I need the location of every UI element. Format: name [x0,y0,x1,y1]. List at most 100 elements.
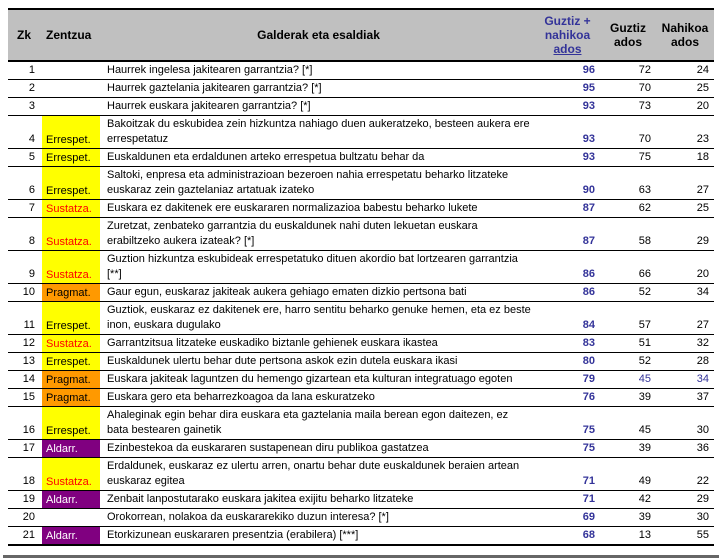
table-row: 6 Errespet. Saltoki, enpresa eta adminis… [8,166,714,200]
value-fairly-agree: 34 [656,283,714,302]
header-accent-underline: ados [553,42,582,56]
question-text: Guztiok, euskaraz ez dakitenek ere, harr… [102,301,535,335]
value-fairly-agree: 30 [656,406,714,440]
row-number: 7 [8,199,40,218]
col-header-zentzua: Zentzua [40,8,102,62]
row-number: 1 [8,61,40,80]
question-text: Saltoki, enpresa eta administrazioan bez… [102,166,535,200]
category-cell-pragmat: Pragmat. [40,388,102,407]
row-number: 3 [8,97,40,116]
table-row: 4 Errespet. Bakoitzak du eskubidea zein … [8,115,714,149]
value-fully-agree: 62 [600,199,656,218]
value-total-agree: 87 [535,199,600,218]
value-fairly-agree: 29 [656,490,714,509]
value-fully-agree: 58 [600,217,656,251]
table-row: 17 Aldarr. Ezinbestekoa da euskararen su… [8,439,714,458]
table-row: 16 Errespet. Ahaleginak egin behar dira … [8,406,714,440]
category-cell-errespet: Errespet. [40,406,102,440]
row-number: 12 [8,334,40,353]
value-total-agree: 90 [535,166,600,200]
value-fully-agree: 51 [600,334,656,353]
value-total-agree: 96 [535,61,600,80]
value-total-agree: 76 [535,388,600,407]
value-fully-agree: 57 [600,301,656,335]
value-total-agree: 69 [535,508,600,527]
col-header-zk: Zk [8,8,40,62]
value-fully-agree: 45 [600,406,656,440]
row-number: 13 [8,352,40,371]
col-header-galderak: Galderak eta esaldiak [102,8,535,62]
question-text: Etorkizunean euskararen presentzia (erab… [102,526,535,546]
category-cell-pragmat: Pragmat. [40,283,102,302]
value-fully-agree: 75 [600,148,656,167]
value-fairly-agree: 29 [656,217,714,251]
category-cell [40,508,102,527]
table-row: 15 Pragmat. Euskara gero eta beharrezkoa… [8,388,714,407]
value-total-agree: 80 [535,352,600,371]
value-fairly-agree: 30 [656,508,714,527]
category-cell-sustatza: Sustatza. [40,334,102,353]
category-cell-errespet: Errespet. [40,166,102,200]
value-total-agree: 71 [535,457,600,491]
table-row: 20 Orokorrean, nolakoa da euskararekiko … [8,508,714,527]
category-cell [40,61,102,80]
question-text: Haurrek gaztelania jakitearen garrantzia… [102,79,535,98]
question-text: Haurrek euskara jakitearen garrantzia? [… [102,97,535,116]
question-text: Garrantzitsua litzateke euskadiko biztan… [102,334,535,353]
survey-table-container: Zk Zentzua Galderak eta esaldiak Guztiz … [8,8,714,546]
category-cell-sustatza: Sustatza. [40,250,102,284]
value-fairly-agree: 18 [656,148,714,167]
value-fairly-agree: 34 [656,370,714,389]
value-total-agree: 86 [535,283,600,302]
value-fully-agree: 63 [600,166,656,200]
value-total-agree: 84 [535,301,600,335]
category-cell-errespet: Errespet. [40,301,102,335]
question-text: Euskaldunen eta erdaldunen arteko erresp… [102,148,535,167]
category-cell-aldarr: Aldarr. [40,526,102,546]
value-total-agree: 87 [535,217,600,251]
value-total-agree: 93 [535,148,600,167]
value-fully-agree: 39 [600,508,656,527]
value-fairly-agree: 22 [656,457,714,491]
row-number: 5 [8,148,40,167]
question-text: Euskara jakiteak laguntzen du hemengo gi… [102,370,535,389]
survey-results-table: Zk Zentzua Galderak eta esaldiak Guztiz … [8,8,714,546]
table-row: 21 Aldarr. Etorkizunean euskararen prese… [8,526,714,546]
value-fairly-agree: 20 [656,97,714,116]
row-number: 16 [8,406,40,440]
question-text: Gaur egun, euskaraz jakiteak aukera gehi… [102,283,535,302]
row-number: 17 [8,439,40,458]
col-header-guztiz-nahikoa-ados: Guztiz + nahikoa ados [535,8,600,62]
category-cell-errespet: Errespet. [40,148,102,167]
category-cell-errespet: Errespet. [40,115,102,149]
value-fully-agree: 39 [600,439,656,458]
table-header: Zk Zentzua Galderak eta esaldiak Guztiz … [8,8,714,62]
category-cell-pragmat: Pragmat. [40,370,102,389]
table-row: 9 Sustatza. Guztion hizkuntza eskubideak… [8,250,714,284]
col-header-nahikoa-ados: Nahikoa ados [656,8,714,62]
value-fully-agree: 70 [600,115,656,149]
category-cell-sustatza: Sustatza. [40,199,102,218]
category-cell-sustatza: Sustatza. [40,217,102,251]
table-row: 1 Haurrek ingelesa jakitearen garrantzia… [8,61,714,80]
value-total-agree: 86 [535,250,600,284]
row-number: 19 [8,490,40,509]
question-text: Erdaldunek, euskaraz ez ulertu arren, on… [102,457,535,491]
row-number: 6 [8,166,40,200]
value-fairly-agree: 37 [656,388,714,407]
row-number: 14 [8,370,40,389]
table-row: 10 Pragmat. Gaur egun, euskaraz jakiteak… [8,283,714,302]
value-total-agree: 83 [535,334,600,353]
value-fully-agree: 45 [600,370,656,389]
row-number: 21 [8,526,40,546]
table-row: 18 Sustatza. Erdaldunek, euskaraz ez ule… [8,457,714,491]
value-fully-agree: 70 [600,79,656,98]
table-row: 2 Haurrek gaztelania jakitearen garrantz… [8,79,714,98]
value-fairly-agree: 27 [656,166,714,200]
value-total-agree: 93 [535,97,600,116]
category-cell-aldarr: Aldarr. [40,439,102,458]
row-number: 18 [8,457,40,491]
row-number: 4 [8,115,40,149]
value-fairly-agree: 23 [656,115,714,149]
value-fairly-agree: 28 [656,352,714,371]
